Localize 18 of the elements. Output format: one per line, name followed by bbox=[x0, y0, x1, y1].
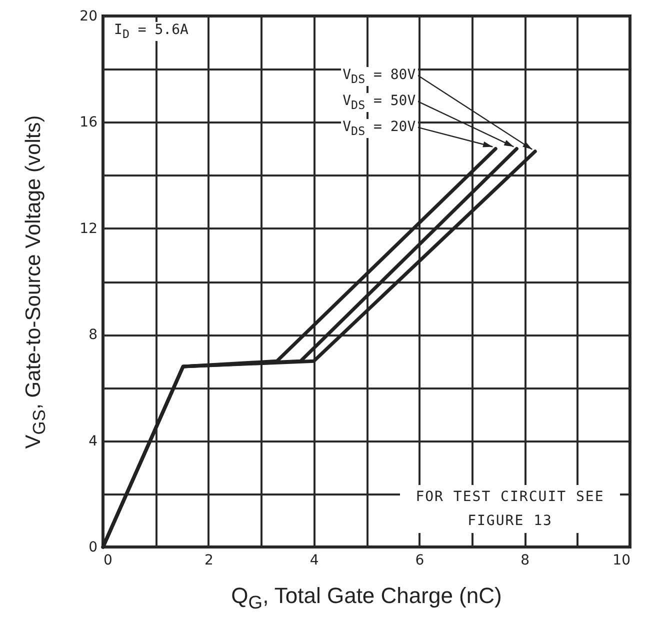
y-tick-label: 4 bbox=[88, 433, 98, 450]
x-tick-label: 2 bbox=[204, 552, 214, 568]
x-tick-label: 4 bbox=[310, 552, 319, 568]
y-tick-label: 16 bbox=[80, 114, 98, 131]
y-tick-label: 8 bbox=[88, 327, 98, 344]
text: V$_{DS}$ = 80V bbox=[340, 66, 418, 86]
annotation: I$_{D}$ = 5.6A bbox=[111, 22, 192, 41]
x-tick-label: 6 bbox=[415, 552, 424, 568]
y-tick-label: 20 bbox=[80, 8, 98, 24]
x-tick-label: 8 bbox=[520, 552, 530, 568]
x-axis-title: Q$_{G}$, Total Gate Charge (nC) bbox=[230, 583, 503, 614]
y-tick-label: 0 bbox=[88, 540, 98, 556]
text: V$_{DS}$ = 20V bbox=[340, 118, 418, 138]
text: V$_{DS}$ = 50V bbox=[340, 92, 418, 112]
y-tick-label: 12 bbox=[80, 220, 98, 237]
x-tick-label: 0 bbox=[104, 552, 112, 568]
x-tick-label: 10 bbox=[612, 552, 630, 568]
annotation: FOR TEST CIRCUIT SEE FIGURE 13 bbox=[400, 485, 620, 533]
